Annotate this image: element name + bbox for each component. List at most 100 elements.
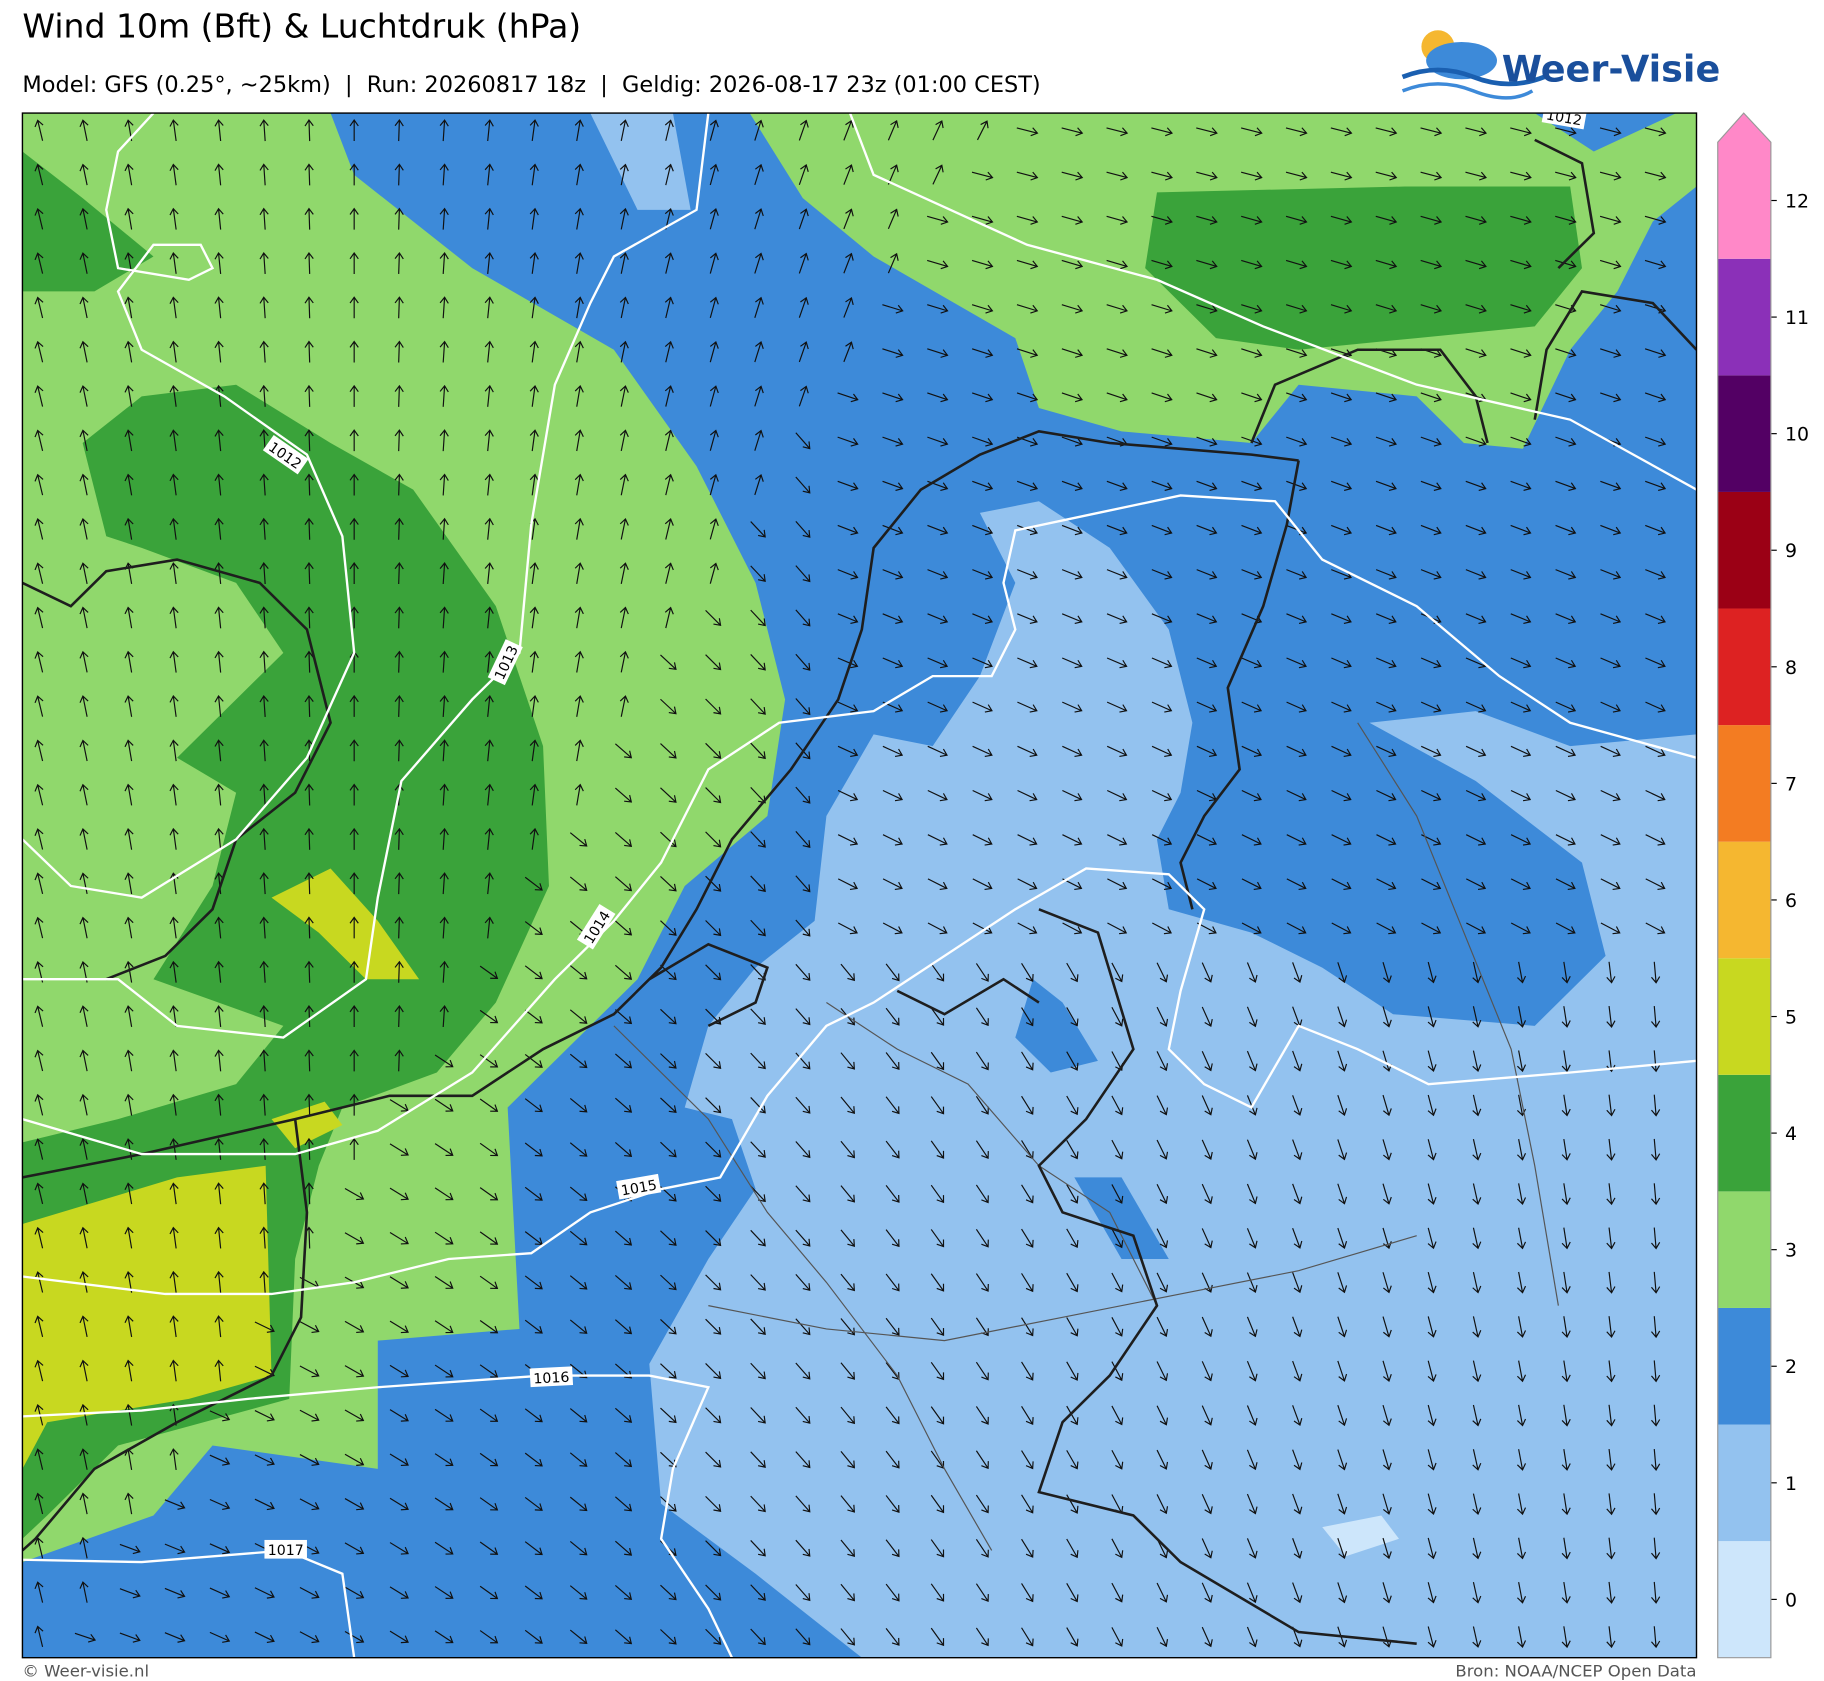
wind-arrow [79,1359,89,1382]
wind-arrow [1292,1405,1303,1427]
wind-arrow [79,916,89,939]
wind-arrow [1107,922,1128,935]
wind-arrow [1420,259,1443,270]
wind-arrow [389,1231,409,1245]
wind-arrow [79,695,89,717]
wind-arrow [479,1541,499,1555]
wind-arrow [1382,1183,1392,1205]
wind-arrow [1600,348,1622,358]
wind-arrow [1337,1449,1348,1471]
wind-arrow [1427,1582,1437,1604]
wind-arrow [1062,789,1083,802]
wind-arrow [1645,834,1666,846]
wind-arrow [927,834,948,846]
wind-arrow [34,1271,44,1293]
wind-arrow [1516,1183,1527,1206]
wind-arrow [304,1093,314,1116]
wind-arrow [664,119,674,141]
wind-arrow [1016,171,1039,181]
wind-arrow [479,1187,499,1201]
wind-arrow [209,1543,231,1555]
wind-arrow [614,1452,633,1468]
wind-arrow [479,1497,499,1511]
wind-arrow [79,385,89,407]
wind-arrow [484,340,494,363]
wind-arrow [1201,962,1213,983]
wind-arrow [484,252,494,274]
wind-arrow [569,876,588,891]
wind-arrow [1061,171,1084,181]
wind-arrow [1555,701,1577,713]
wind-arrow [614,1274,633,1290]
wind-arrow [479,1231,499,1245]
wind-arrow [34,207,44,230]
wind-arrow [1066,1095,1079,1116]
wind-arrow [484,473,494,496]
wind-arrow [349,517,359,540]
wind-arrow [569,1496,588,1512]
wind-arrow [124,1403,134,1426]
wind-arrow [1156,1228,1169,1249]
wind-arrow [169,916,179,939]
wind-arrow [1645,524,1667,536]
wind-arrow [169,252,179,274]
wind-arrow [1516,1581,1527,1604]
wind-arrow [259,694,269,717]
wind-arrow [169,429,179,452]
wind-arrow [1510,259,1532,270]
wind-arrow [439,207,449,230]
wind-arrow [798,296,809,318]
wind-arrow [1375,436,1397,447]
wind-arrow [1241,878,1262,890]
wind-arrow [124,1315,134,1338]
wind-arrow [389,1320,409,1334]
wind-arrow [1555,834,1576,846]
wind-arrow [1246,1626,1258,1648]
wind-arrow [1600,789,1621,802]
wind-arrow [1241,348,1263,358]
wind-arrow [1375,613,1397,624]
wind-arrow [1246,1228,1258,1249]
wind-arrow [795,1274,811,1291]
wind-arrow [660,1274,677,1291]
wind-arrow [1016,215,1039,225]
wind-arrow [664,429,674,451]
wind-arrow [479,1275,499,1290]
wind-arrow [394,694,404,717]
wind-arrow [1465,745,1487,757]
wind-arrow [750,742,766,760]
wind-arrow [259,960,269,983]
wind-arrow [1106,613,1128,624]
wind-arrow [34,562,44,584]
wind-arrow [34,1226,44,1249]
wind-arrow [971,171,994,181]
wind-arrow [971,215,994,225]
wind-arrow [1331,524,1353,536]
wind-arrow [1331,613,1352,624]
wind-arrow [1240,127,1263,137]
wind-arrow [1472,1626,1482,1648]
wind-arrow [1561,1626,1571,1649]
wind-arrow [1292,1139,1303,1161]
wind-arrow [574,739,584,762]
wind-arrow [1017,569,1038,580]
wind-arrow [1151,392,1173,403]
wind-arrow [304,207,314,230]
wind-arrow [1106,348,1128,358]
wind-arrow [79,1005,89,1027]
wind-arrow [124,429,134,452]
wind-arrow [882,348,904,358]
wind-arrow [795,609,811,627]
wind-arrow [434,1275,454,1289]
wind-arrow [124,207,134,230]
wind-arrow [754,119,764,141]
wind-arrow [1331,657,1352,669]
wind-arrow [1599,215,1622,225]
wind-arrow [976,120,989,141]
wind-arrow [975,1406,989,1425]
wind-arrow [1017,613,1038,624]
wind-arrow [304,119,314,142]
wind-arrow [439,650,449,673]
wind-arrow [1510,569,1532,580]
wind-arrow [619,695,629,717]
